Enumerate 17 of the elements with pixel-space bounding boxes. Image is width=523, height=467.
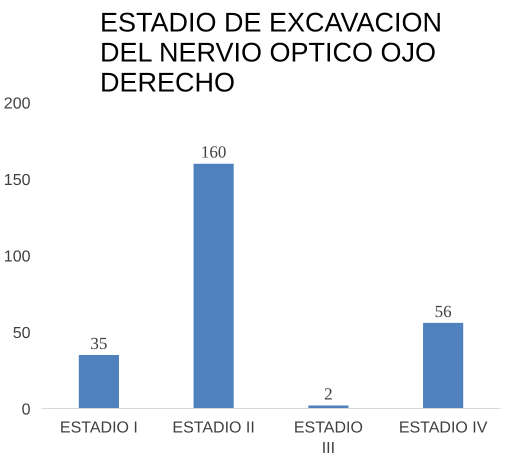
x-tick-label: ESTADIO III (294, 420, 363, 457)
bar (78, 354, 119, 408)
x-tick-label: ESTADIO IV (398, 420, 488, 436)
chart-title: ESTADIO DE EXCAVACION DEL NERVIO OPTICO OJO DERECHO (100, 8, 442, 98)
y-tick-label: 0 (22, 402, 31, 418)
x-tick-label: ESTADIO I (60, 420, 138, 436)
y-tick-label: 150 (4, 172, 31, 189)
data-label: 56 (434, 302, 452, 321)
y-tick-label: 100 (4, 248, 31, 266)
data-label: 160 (200, 142, 226, 162)
y-tick-label: 200 (4, 96, 31, 112)
bar (194, 164, 234, 408)
data-label: 35 (90, 334, 108, 353)
data-label: 2 (324, 384, 333, 404)
bar (423, 322, 464, 408)
y-tick-label: 50 (12, 325, 31, 342)
x-tick-label: ESTADIO II (172, 420, 255, 436)
